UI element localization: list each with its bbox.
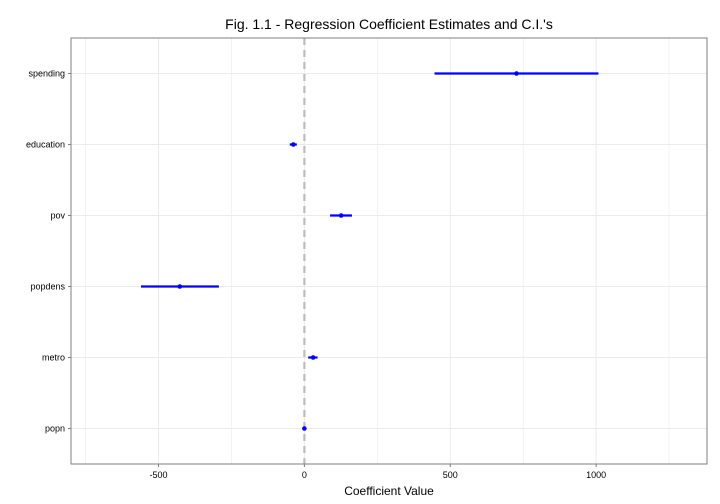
estimate-point-popn (302, 426, 307, 431)
coefficient-spending (434, 71, 599, 76)
estimate-point-popdens (177, 284, 183, 289)
estimate-point-education (291, 142, 296, 147)
x-axis-label: Coefficient Value (344, 484, 434, 498)
y-tick-label-spending: spending (28, 69, 65, 79)
grid-lines (71, 38, 707, 464)
y-tick-label-education: education (26, 140, 65, 150)
y-tick-label-popdens: popdens (30, 282, 65, 292)
y-tick-label-metro: metro (42, 353, 65, 363)
axes: spending education pov popdens metro popn -500… (26, 69, 606, 481)
coefficient-popn (302, 426, 307, 431)
x-tick-label: 500 (443, 470, 458, 480)
y-tick-label-popn: popn (45, 424, 65, 434)
coefficient-popdens (141, 284, 219, 289)
coefficient-education (289, 142, 297, 147)
coefficient-metro (308, 355, 318, 360)
x-tick-label: 1000 (586, 470, 606, 480)
y-tick-label-pov: pov (50, 211, 65, 221)
chart-title: Fig. 1.1 - Regression Coefficient Estima… (225, 16, 553, 32)
estimate-point-spending (514, 71, 519, 76)
estimate-point-pov (338, 213, 344, 218)
plot-panel-border (70, 37, 708, 465)
data-marks (141, 71, 599, 431)
x-tick-label: -500 (150, 470, 168, 480)
coefficient-pov (330, 213, 352, 218)
estimate-point-metro (310, 355, 316, 360)
x-tick-label: 0 (302, 470, 307, 480)
